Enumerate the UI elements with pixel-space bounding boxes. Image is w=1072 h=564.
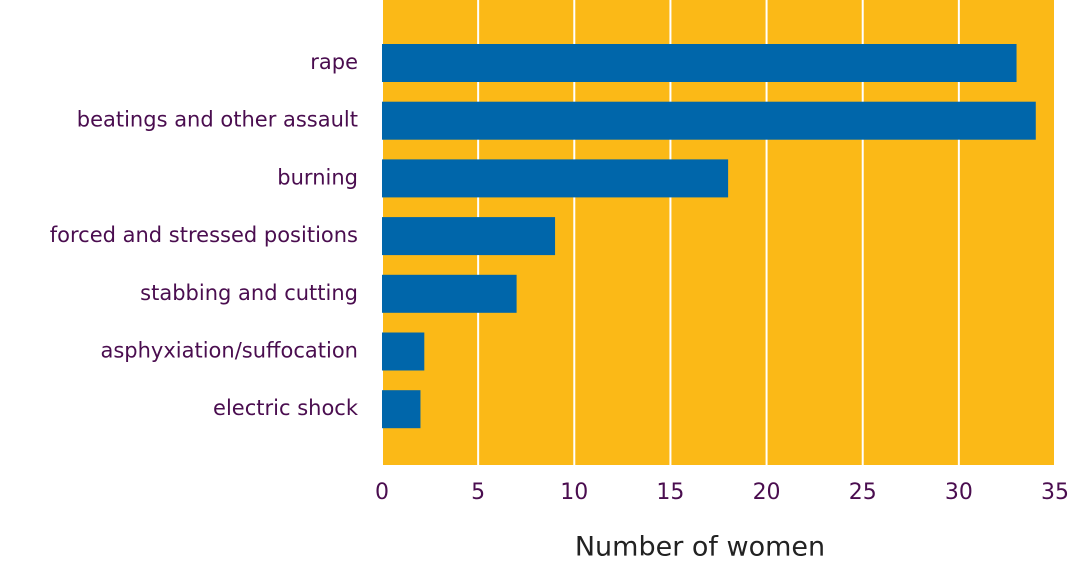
bar [382,159,729,198]
x-tick-label: 0 [375,480,389,505]
x-tick-label: 15 [656,480,684,505]
x-axis-title: Number of women [575,532,825,563]
bar [382,390,421,429]
y-tick-label: beatings and other assault [77,108,358,132]
y-tick-label: forced and stressed positions [50,223,358,247]
x-tick-label: 20 [753,480,781,505]
x-tick-label: 25 [849,480,877,505]
bar [382,217,556,256]
y-tick-label: rape [310,50,358,74]
x-tick-label: 10 [560,480,588,505]
y-tick-label: electric shock [213,396,359,420]
bar [382,101,1036,140]
bar [382,274,517,313]
y-tick-label: stabbing and cutting [140,281,358,305]
y-tick-label: burning [277,165,358,189]
x-tick-label: 30 [945,480,973,505]
y-tick-label: asphyxiation/suffocation [100,339,358,363]
x-tick-label: 35 [1041,480,1069,505]
x-tick-label: 5 [471,480,485,505]
bar [382,44,1017,82]
bar [382,332,425,371]
